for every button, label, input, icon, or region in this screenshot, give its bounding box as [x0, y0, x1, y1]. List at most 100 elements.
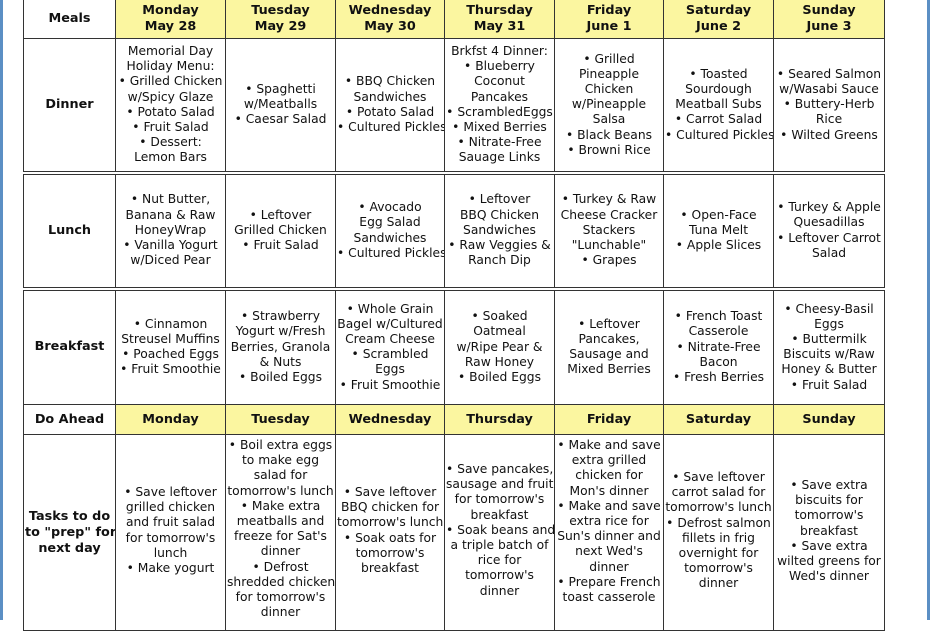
- cell-line: • Boil extra eggs: [228, 438, 333, 452]
- cell-line: Pineapple: [578, 66, 640, 81]
- cell-line: • Black Beans: [565, 127, 653, 142]
- cell-line: • Cultured Pickles: [665, 127, 774, 142]
- cell-line: Pancakes,: [578, 332, 640, 347]
- cell-line: dinner: [479, 583, 520, 598]
- cell-line: Meatball Subs: [675, 97, 762, 112]
- cell-line: Tasks to do: [28, 508, 111, 524]
- cell-line: • Fruit Salad: [790, 377, 868, 392]
- meal-cell: • Nut Butter, Banana & Raw HoneyWrap • Vani…: [115, 172, 226, 291]
- meal-cell: • Cheesy-Basil Eggs • Buttermilk Biscuits w…: [773, 288, 885, 405]
- cell-line: June 3: [806, 18, 852, 34]
- cell-line: May 31: [473, 18, 526, 34]
- cell-line: Cream Cheese: [345, 332, 435, 347]
- cell-line: Tuesday: [251, 2, 310, 18]
- cell-line: • Defrost: [252, 559, 309, 574]
- meal-row-lunch: Lunch • Nut Butter, Banana & Raw HoneyWrap •…: [23, 172, 885, 291]
- cell-line: chicken for: [575, 468, 643, 483]
- cell-line: overnight for: [678, 546, 759, 561]
- cell-line: June 1: [586, 18, 632, 34]
- cell-line: • BBQ Chicken: [344, 74, 436, 89]
- cell-line: for tomorrow's: [454, 492, 545, 507]
- cell-line: • Nitrate-Free: [457, 135, 542, 150]
- cell-line: Salad: [811, 245, 847, 260]
- cell-line: freeze for Sat's: [234, 529, 327, 544]
- cell-line: Sun's dinner and: [557, 529, 661, 544]
- cell-line: • Save pancakes,: [446, 462, 554, 476]
- cell-line: dinner: [260, 605, 301, 620]
- cell-line: • Fresh Berries: [672, 370, 765, 385]
- meal-cell: • Leftover Grilled Chicken • Fruit Salad: [225, 172, 336, 291]
- task-cell: • Save leftover BBQ chicken for tomorrow's…: [335, 434, 445, 631]
- cell-line: Sunday: [802, 2, 856, 18]
- cell-line: • Nitrate-Free: [676, 339, 761, 354]
- cell-line: to make egg: [241, 453, 320, 468]
- cell-line: • Blueberry: [464, 59, 535, 74]
- cell-line: • Fruit Salad: [132, 119, 209, 134]
- meal-cell: • Seared Salmon w/Wasabi Sauce • Buttery-H…: [773, 38, 885, 175]
- day-header: Tuesday May 29: [225, 0, 336, 39]
- cell-line: Pancakes: [470, 89, 529, 104]
- cell-line: • Carrot Salad: [674, 112, 763, 127]
- cell-line: w/Ripe Pear &: [456, 339, 543, 354]
- cell-line: Dinner: [45, 96, 94, 112]
- cell-line: • Cheesy-Basil: [784, 301, 874, 316]
- cell-line: • Wilted Greens: [780, 127, 878, 142]
- cell-line: • Mixed Berries: [452, 119, 547, 134]
- cell-line: a triple batch of: [450, 538, 549, 553]
- cell-line: Monday: [142, 411, 199, 427]
- cell-line: for tomorrow's: [235, 590, 326, 605]
- window-edge-right: [927, 0, 930, 620]
- day-header: Sunday June 3: [773, 0, 885, 39]
- cell-line: tomorrow's: [794, 508, 864, 523]
- cell-line: Chicken: [584, 81, 634, 96]
- cell-line: breakfast: [470, 507, 529, 522]
- cell-line: • Apple Slices: [675, 238, 762, 253]
- cell-line: • Toasted: [689, 66, 748, 81]
- cell-line: Raw Honey: [464, 354, 535, 369]
- cell-line: • Soaked: [471, 309, 528, 324]
- cell-line: tomorrow's lunch: [227, 483, 334, 498]
- cell-line: Biscuits w/Raw: [783, 347, 875, 362]
- day-header: Tuesday: [225, 404, 336, 435]
- cell-line: • Make yogurt: [126, 561, 215, 576]
- meal-cell: • French Toast Casserole • Nitrate-Free Bac…: [663, 288, 774, 405]
- cell-line: • Make and save: [557, 438, 661, 452]
- cell-line: • Grilled: [583, 51, 635, 66]
- cell-line: Sandwiches: [463, 222, 536, 237]
- cell-line: Casserole: [688, 324, 749, 339]
- cell-line: Ranch Dip: [468, 253, 531, 268]
- cell-line: • Cultured Pickles: [337, 245, 445, 260]
- cell-line: • Raw Veggies &: [448, 238, 551, 253]
- cell-line: Egg Salad: [359, 215, 421, 230]
- cell-line: • Leftover: [578, 316, 640, 331]
- cell-line: Breakfast: [34, 339, 105, 355]
- cell-line: extra grilled: [571, 453, 647, 468]
- cell-line: • Save leftover: [124, 485, 217, 499]
- cell-line: • Open-Face: [680, 207, 757, 222]
- cell-line: Friday: [586, 2, 632, 18]
- cell-line: • Prepare French: [557, 574, 661, 589]
- day-header: Wednesday May 30: [335, 0, 445, 39]
- cell-line: • Boiled Eggs: [238, 370, 323, 385]
- meal-cell: • Turkey & Raw Cheese Cracker Stackers "Lun…: [554, 172, 664, 291]
- task-cell: • Save pancakes, sausage and fruit for tom…: [444, 434, 555, 631]
- cell-line: • Turkey & Raw: [561, 192, 657, 207]
- cell-line: • Buttermilk: [791, 332, 867, 347]
- row-label: Lunch: [23, 172, 116, 291]
- meal-cell: • Cinnamon Streusel Muffins • Poached Eggs…: [115, 288, 226, 405]
- meal-cell: • Turkey & Apple Quesadillas • Leftover Ca…: [773, 172, 885, 291]
- cell-line: Sandwiches: [353, 89, 427, 104]
- cell-line: Grilled Chicken: [234, 222, 327, 237]
- cell-line: Holiday Menu:: [126, 59, 215, 74]
- cell-line: breakfast: [361, 561, 419, 576]
- cell-line: Wed's dinner: [789, 569, 869, 584]
- cell-line: w/Spicy Glaze: [127, 89, 214, 104]
- cell-line: • Defrost salmon: [666, 515, 771, 530]
- cell-line: to "prep" for: [25, 524, 116, 540]
- day-header: Friday: [554, 404, 664, 435]
- cell-line: Saturday: [685, 411, 752, 427]
- cell-line: Bacon: [699, 354, 738, 369]
- cell-line: • ScrambledEggs: [446, 104, 553, 119]
- cell-line: • Nut Butter,: [130, 192, 211, 207]
- cell-line: Salsa: [592, 112, 626, 127]
